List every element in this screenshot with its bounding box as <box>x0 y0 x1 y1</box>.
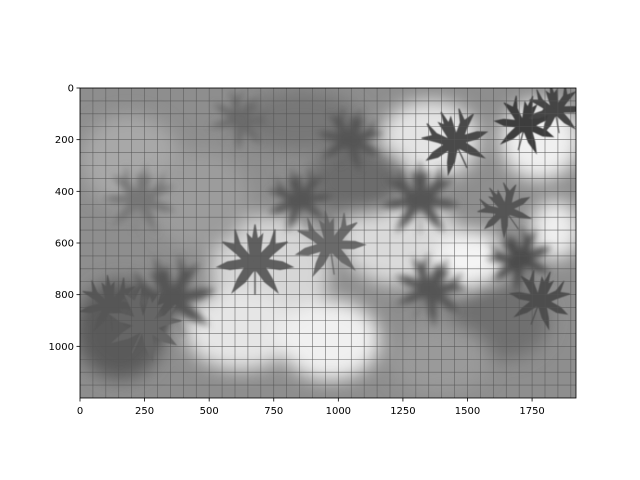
x-tick-label: 1000 <box>326 406 351 417</box>
x-tick-label: 500 <box>200 406 219 417</box>
y-axis: 0 200 400 600 800 1000 <box>49 84 80 353</box>
x-tick-label: 250 <box>135 406 154 417</box>
x-tick-label: 0 <box>77 406 83 417</box>
y-tick-label: 1000 <box>49 342 74 353</box>
y-tick-label: 0 <box>68 84 74 95</box>
y-tick-label: 400 <box>55 187 74 198</box>
photo-maple-leaves <box>80 88 576 398</box>
x-axis: 0 250 500 750 1000 1250 1500 1750 <box>77 398 545 417</box>
y-tick-label: 800 <box>55 290 74 301</box>
x-tick-label: 1500 <box>455 406 480 417</box>
y-tick-label: 600 <box>55 239 74 250</box>
grid-lines <box>80 88 576 398</box>
x-tick-label: 750 <box>264 406 283 417</box>
x-tick-label: 1750 <box>519 406 544 417</box>
y-tick-label: 200 <box>55 135 74 146</box>
x-tick-label: 1250 <box>390 406 415 417</box>
